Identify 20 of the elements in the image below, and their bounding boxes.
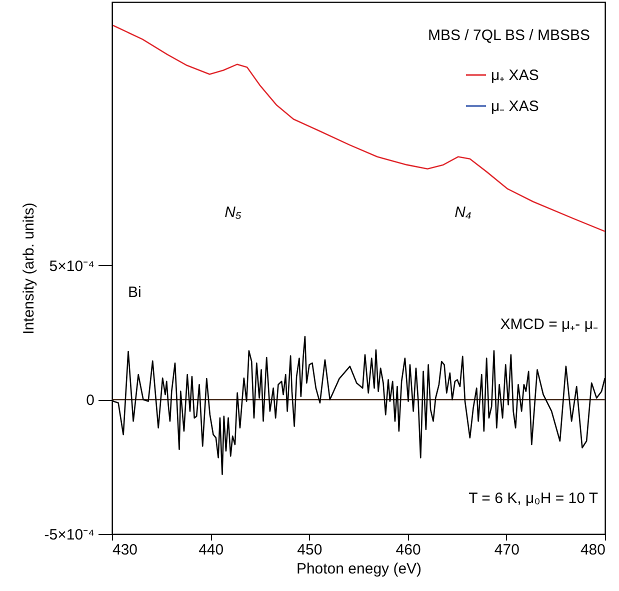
annotation: MBS / 7QL BS / MBSBS [428, 27, 590, 44]
annotation: N₅ [224, 204, 242, 221]
x-tick-label: 470 [494, 542, 520, 558]
line-series [112, 24, 605, 232]
annotation: XMCD = μ₊- μ₋ [500, 316, 598, 333]
x-axis-title: Photon enegy (eV) [296, 560, 422, 578]
y-axis-title: Intensity (arb. units) [20, 202, 38, 334]
legend-label: μ₊ XAS [491, 67, 539, 84]
annotation: T = 6 K, μ₀H = 10 T [468, 490, 598, 507]
x-tick-label: 440 [198, 542, 224, 558]
x-tick-label: 460 [396, 542, 421, 558]
y-tick-label: 0 [86, 392, 94, 410]
x-tick-label: 480 [580, 542, 606, 558]
y-tick-label: -5×10⁻⁴ [44, 526, 94, 544]
y-tick-label: 5×10⁻⁴ [49, 258, 94, 275]
legend-label: μ₋ XAS [491, 98, 539, 115]
annotation: N₄ [454, 204, 472, 221]
annotation: Bi [128, 284, 142, 301]
x-tick-label: 430 [112, 542, 138, 558]
x-tick-label: 450 [297, 542, 322, 558]
